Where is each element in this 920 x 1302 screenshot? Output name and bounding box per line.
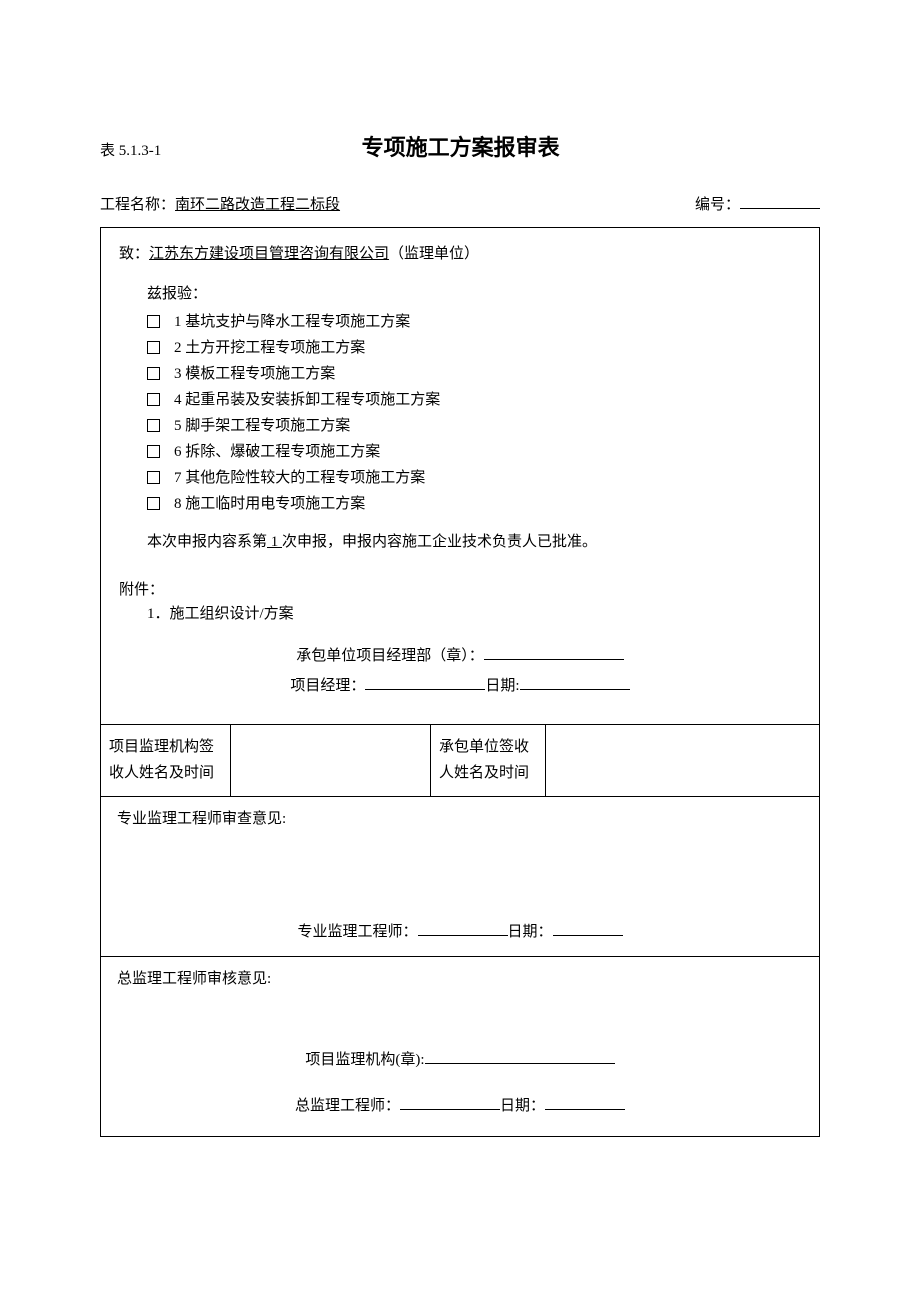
submission-cell: 致：江苏东方建设项目管理咨询有限公司（监理单位） 兹报验： 1 基坑支护与降水工… — [101, 228, 820, 725]
supervisor-receiver-label-cell: 项目监理机构签 收人姓名及时间 — [101, 725, 231, 797]
declare-count: 1 — [267, 534, 282, 550]
chief-sig-blank[interactable] — [400, 1109, 500, 1110]
checklist-label: 7 其他危险性较大的工程专项施工方案 — [174, 466, 425, 490]
supervisor-company: 江苏东方建设项目管理咨询有限公司 — [149, 246, 389, 262]
attachment-label: 附件： — [119, 578, 801, 602]
specialist-date-label: 日期： — [508, 924, 553, 940]
checkbox-icon[interactable] — [147, 471, 160, 484]
declare-suffix: 次申报，申报内容施工企业技术负责人已批准。 — [282, 534, 597, 550]
pm-date-blank[interactable] — [520, 689, 630, 690]
attachment-item: 1．施工组织设计/方案 — [119, 602, 801, 626]
pm-blank[interactable] — [365, 689, 485, 690]
list-item: 8 施工临时用电专项施工方案 — [147, 492, 801, 516]
addressee-line: 致：江苏东方建设项目管理咨询有限公司（监理单位） — [119, 242, 801, 266]
checkbox-icon[interactable] — [147, 497, 160, 510]
specialist-date-blank[interactable] — [553, 935, 623, 936]
plan-checklist: 1 基坑支护与降水工程专项施工方案 2 土方开挖工程专项施工方案 3 模板工程专… — [119, 310, 801, 516]
checklist-label: 2 土方开挖工程专项施工方案 — [174, 336, 365, 360]
chief-review-cell: 总监理工程师审核意见: 项目监理机构(章): 总监理工程师： 日期： — [101, 957, 820, 1137]
specialist-sig-blank[interactable] — [418, 935, 508, 936]
contractor-dept-line: 承包单位项目经理部（章）： — [119, 644, 801, 668]
serial-label: 编号： — [695, 197, 740, 213]
list-item: 2 土方开挖工程专项施工方案 — [147, 336, 801, 360]
org-stamp-line: 项目监理机构(章): — [101, 1048, 819, 1072]
supervisor-suffix: （监理单位） — [389, 246, 479, 262]
list-item: 4 起重吊装及安装拆卸工程专项施工方案 — [147, 388, 801, 412]
serial-field: 编号： — [695, 193, 820, 217]
checklist-label: 5 脚手架工程专项施工方案 — [174, 414, 350, 438]
chief-sig-label: 总监理工程师： — [295, 1098, 400, 1114]
serial-blank[interactable] — [740, 194, 820, 209]
list-item: 1 基坑支护与降水工程专项施工方案 — [147, 310, 801, 334]
chief-sig-line: 总监理工程师： 日期： — [101, 1094, 819, 1118]
pm-label: 项目经理： — [290, 678, 365, 694]
specialist-review-cell: 专业监理工程师审查意见: 专业监理工程师： 日期： — [101, 797, 820, 957]
table-row: 致：江苏东方建设项目管理咨询有限公司（监理单位） 兹报验： 1 基坑支护与降水工… — [101, 228, 820, 725]
declaration-line: 本次申报内容系第 1 次申报，申报内容施工企业技术负责人已批准。 — [119, 530, 801, 554]
contractor-receiver-value-cell[interactable] — [546, 725, 820, 797]
list-item: 7 其他危险性较大的工程专项施工方案 — [147, 466, 801, 490]
label-line2: 收人姓名及时间 — [109, 761, 222, 787]
checkbox-icon[interactable] — [147, 367, 160, 380]
contractor-dept-label: 承包单位项目经理部（章）： — [296, 648, 484, 664]
checkbox-icon[interactable] — [147, 341, 160, 354]
specialist-review-heading: 专业监理工程师审查意见: — [117, 807, 803, 831]
chief-date-label: 日期： — [500, 1098, 545, 1114]
header-row: 表 5.1.3-1 专项施工方案报审表 — [100, 130, 820, 165]
project-label: 工程名称： — [100, 197, 175, 213]
supervisor-receiver-value-cell[interactable] — [231, 725, 431, 797]
table-row: 总监理工程师审核意见: 项目监理机构(章): 总监理工程师： 日期： — [101, 957, 820, 1137]
checkbox-icon[interactable] — [147, 393, 160, 406]
checkbox-icon[interactable] — [147, 419, 160, 432]
declare-prefix: 本次申报内容系第 — [147, 534, 267, 550]
contractor-receiver-label-cell: 承包单位签收 人姓名及时间 — [431, 725, 546, 797]
specialist-sig-label: 专业监理工程师： — [297, 924, 417, 940]
label-line1: 项目监理机构签 — [109, 735, 222, 761]
org-blank[interactable] — [425, 1063, 615, 1064]
checklist-label: 4 起重吊装及安装拆卸工程专项施工方案 — [174, 388, 440, 412]
checklist-label: 6 拆除、爆破工程专项施工方案 — [174, 440, 380, 464]
checklist-label: 8 施工临时用电专项施工方案 — [174, 492, 365, 516]
table-row: 专业监理工程师审查意见: 专业监理工程师： 日期： — [101, 797, 820, 957]
checkbox-icon[interactable] — [147, 315, 160, 328]
chief-signature-block: 项目监理机构(章): 总监理工程师： 日期： — [101, 1042, 819, 1124]
list-item: 3 模板工程专项施工方案 — [147, 362, 801, 386]
meta-row: 工程名称：南环二路改造工程二标段 编号： — [100, 193, 820, 217]
document-title: 专项施工方案报审表 — [101, 130, 820, 165]
table-row: 项目监理机构签 收人姓名及时间 承包单位签收 人姓名及时间 — [101, 725, 820, 797]
label-line2: 人姓名及时间 — [439, 761, 537, 787]
list-item: 5 脚手架工程专项施工方案 — [147, 414, 801, 438]
specialist-signature-line: 专业监理工程师： 日期： — [101, 920, 819, 944]
project-name-value: 南环二路改造工程二标段 — [175, 197, 340, 213]
checklist-label: 3 模板工程专项施工方案 — [174, 362, 335, 386]
project-name-field: 工程名称：南环二路改造工程二标段 — [100, 193, 340, 217]
label-line1: 承包单位签收 — [439, 735, 537, 761]
checkbox-icon[interactable] — [147, 445, 160, 458]
pm-line: 项目经理： 日期: — [119, 674, 801, 698]
contractor-dept-blank[interactable] — [484, 659, 624, 660]
org-label: 项目监理机构(章): — [305, 1052, 424, 1068]
checklist-label: 1 基坑支护与降水工程专项施工方案 — [174, 310, 410, 334]
intro-text: 兹报验： — [119, 282, 801, 306]
contractor-signature-block: 承包单位项目经理部（章）： 项目经理： 日期: — [119, 644, 801, 698]
approval-table: 致：江苏东方建设项目管理咨询有限公司（监理单位） 兹报验： 1 基坑支护与降水工… — [100, 227, 820, 1137]
pm-date-label: 日期: — [485, 678, 519, 694]
list-item: 6 拆除、爆破工程专项施工方案 — [147, 440, 801, 464]
chief-review-heading: 总监理工程师审核意见: — [117, 967, 803, 991]
chief-date-blank[interactable] — [545, 1109, 625, 1110]
to-label: 致： — [119, 246, 149, 262]
